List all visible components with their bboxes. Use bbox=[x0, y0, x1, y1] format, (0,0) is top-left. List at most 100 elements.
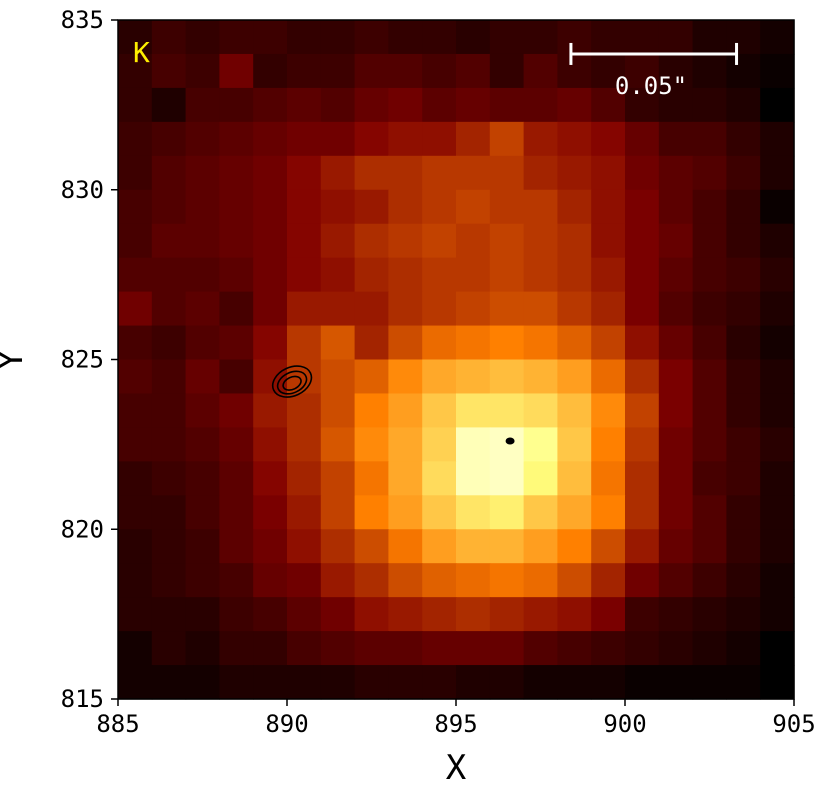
y-axis-label: Y bbox=[0, 350, 31, 370]
heatmap-cell bbox=[118, 529, 153, 564]
contour-group bbox=[271, 365, 313, 398]
heatmap-cell bbox=[760, 53, 795, 89]
heatmap-cell bbox=[760, 189, 795, 225]
heatmap-cell bbox=[692, 189, 727, 225]
scale-bar bbox=[569, 42, 739, 65]
heatmap-cell bbox=[658, 155, 694, 191]
heatmap-cell bbox=[760, 563, 795, 598]
heatmap-cell bbox=[523, 393, 558, 428]
heatmap-cell bbox=[726, 461, 761, 496]
heatmap-cell bbox=[591, 665, 626, 700]
heatmap-cell bbox=[219, 53, 254, 89]
heatmap-cell bbox=[185, 87, 220, 123]
heatmap-cell bbox=[320, 291, 356, 327]
heatmap-cell bbox=[760, 665, 795, 700]
heatmap-cell bbox=[557, 461, 592, 496]
y-tick-label: 830 bbox=[61, 176, 104, 204]
heatmap-cell bbox=[523, 325, 558, 361]
heatmap-cell bbox=[726, 121, 761, 157]
heatmap-cell bbox=[320, 257, 356, 293]
heatmap-cell bbox=[692, 665, 727, 700]
heatmap-cell bbox=[456, 529, 491, 564]
heatmap-cell bbox=[118, 20, 153, 55]
y-tick-label: 820 bbox=[61, 515, 104, 543]
heatmap-cell bbox=[388, 223, 423, 259]
heatmap-cell bbox=[253, 87, 288, 123]
heatmap-cells bbox=[118, 20, 795, 700]
heatmap-cell bbox=[489, 597, 525, 632]
heatmap-cell bbox=[219, 359, 254, 395]
heatmap-cell bbox=[591, 53, 626, 89]
contour-line bbox=[282, 375, 302, 391]
heatmap-cell bbox=[692, 393, 727, 428]
heatmap-cell bbox=[489, 461, 525, 496]
heatmap-cell bbox=[219, 20, 254, 55]
heatmap-cell bbox=[185, 529, 220, 564]
heatmap-cell bbox=[692, 597, 727, 632]
heatmap-cell bbox=[692, 291, 727, 327]
heatmap-cell bbox=[625, 53, 660, 89]
heatmap-cell bbox=[523, 495, 558, 530]
heatmap-cell bbox=[658, 189, 694, 225]
heatmap-cell bbox=[726, 495, 761, 530]
heatmap-cell bbox=[354, 359, 389, 395]
heatmap-cell bbox=[219, 155, 254, 191]
heatmap-cell bbox=[523, 529, 558, 564]
heatmap-cell bbox=[422, 189, 457, 225]
y-tick-label: 835 bbox=[61, 6, 104, 34]
heatmap-cell bbox=[118, 495, 153, 530]
heatmap-cell bbox=[354, 155, 389, 191]
heatmap-cell bbox=[557, 87, 592, 123]
heatmap-cell bbox=[118, 121, 153, 157]
heatmap-cell bbox=[726, 563, 761, 598]
heatmap-cell bbox=[422, 495, 457, 530]
heatmap-cell bbox=[625, 359, 660, 395]
heatmap-cell bbox=[422, 461, 457, 496]
heatmap-cell bbox=[489, 155, 525, 191]
heatmap-cell bbox=[219, 597, 254, 632]
heatmap-cell bbox=[692, 155, 727, 191]
heatmap-cell bbox=[658, 495, 694, 530]
heatmap-cell bbox=[422, 359, 457, 395]
heatmap-cell bbox=[151, 427, 187, 462]
heatmap-cell bbox=[692, 529, 727, 564]
heatmap-cell bbox=[591, 20, 626, 55]
heatmap-cell bbox=[422, 257, 457, 293]
heatmap-cell bbox=[557, 155, 592, 191]
heatmap-cell bbox=[320, 121, 356, 157]
heatmap-cell bbox=[557, 597, 592, 632]
heatmap-cell bbox=[625, 563, 660, 598]
heatmap-cell bbox=[422, 427, 457, 462]
heatmap-cell bbox=[185, 665, 220, 700]
heatmap-cell bbox=[591, 393, 626, 428]
heatmap-cell bbox=[692, 325, 727, 361]
x-tick-label: 900 bbox=[603, 710, 646, 738]
heatmap-cell bbox=[456, 495, 491, 530]
heatmap-cell bbox=[287, 121, 322, 157]
heatmap-cell bbox=[320, 427, 356, 462]
heatmap-cell bbox=[219, 121, 254, 157]
heatmap-cell bbox=[591, 325, 626, 361]
heatmap-cell bbox=[354, 427, 389, 462]
scale-bar-label: 0.05" bbox=[615, 72, 687, 100]
heatmap-cell bbox=[726, 291, 761, 327]
heatmap-cell bbox=[320, 563, 356, 598]
heatmap-cell bbox=[726, 155, 761, 191]
heatmap-cell bbox=[287, 495, 322, 530]
heatmap-cell bbox=[219, 495, 254, 530]
heatmap-cell bbox=[151, 393, 187, 428]
heatmap-cell bbox=[320, 325, 356, 361]
heatmap-cell bbox=[760, 223, 795, 259]
heatmap-cell bbox=[151, 155, 187, 191]
heatmap-cell bbox=[287, 291, 322, 327]
heatmap-cell bbox=[287, 257, 322, 293]
heatmap-cell bbox=[354, 495, 389, 530]
heatmap-cell bbox=[523, 257, 558, 293]
heatmap-cell bbox=[489, 563, 525, 598]
heatmap-cell bbox=[760, 495, 795, 530]
heatmap-cell bbox=[658, 87, 694, 123]
heatmap-cell bbox=[388, 597, 423, 632]
heatmap-cell bbox=[692, 20, 727, 55]
heatmap-cell bbox=[760, 121, 795, 157]
heatmap-cell bbox=[456, 291, 491, 327]
